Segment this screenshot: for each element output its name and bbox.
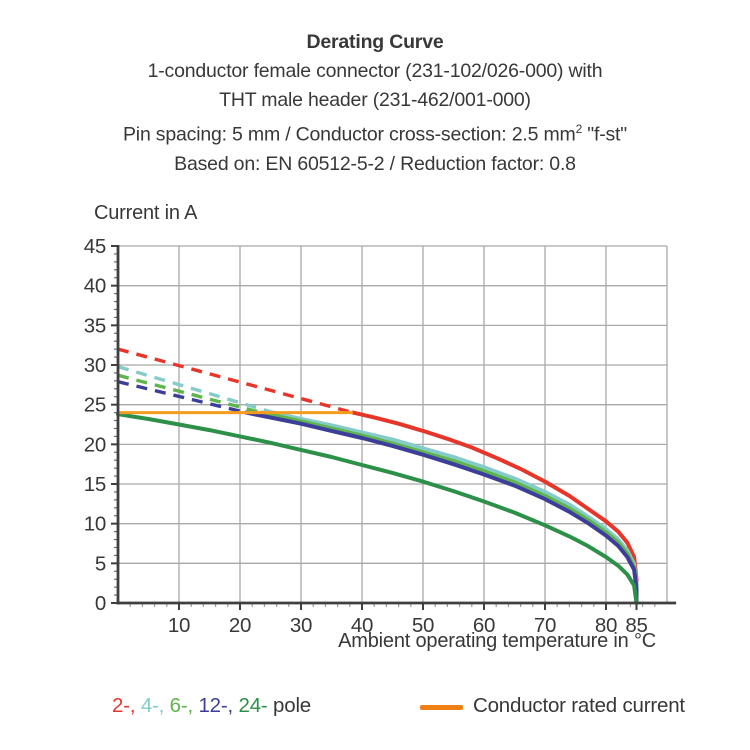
series-4-pole-dashed: [117, 364, 274, 415]
svg-text:30: 30: [290, 614, 312, 637]
series-6-pole-dashed: [117, 373, 262, 415]
legend-pole-suffix: pole: [267, 694, 312, 717]
svg-text:40: 40: [84, 275, 106, 298]
rated-current-line-swatch: [420, 704, 463, 710]
svg-text:20: 20: [229, 614, 251, 637]
chart-subtitle-connector: 1-conductor female connector (231-102/02…: [147, 60, 603, 82]
svg-text:70: 70: [534, 614, 556, 637]
chart-title-block: Derating Curve 1-conductor female connec…: [0, 28, 750, 179]
svg-text:50: 50: [412, 614, 434, 637]
svg-text:30: 30: [84, 354, 106, 377]
legend-pole-counts: 2-, 4-, 6-, 12-, 24- pole: [112, 694, 311, 718]
svg-text:85: 85: [625, 614, 647, 637]
svg-text:60: 60: [473, 614, 495, 637]
legend-rated-current: Conductor rated current: [420, 694, 685, 718]
legend-pole-6: 6-,: [169, 694, 199, 717]
svg-text:0: 0: [95, 592, 106, 615]
series-dashed-lines: [117, 347, 354, 415]
grid-lines: [118, 245, 668, 603]
series-2-pole-dashed: [117, 347, 354, 415]
legend-pole-4: 4-,: [140, 694, 170, 717]
svg-text:10: 10: [168, 614, 190, 637]
svg-text:5: 5: [95, 552, 106, 575]
svg-text:80: 80: [595, 614, 617, 637]
svg-text:35: 35: [84, 314, 106, 337]
svg-text:15: 15: [84, 473, 106, 496]
axes: [116, 245, 677, 605]
svg-text:25: 25: [84, 394, 106, 417]
tick-labels: 0 5 10 15 20 25 30 35 40 45 10 20 30 40 50 60 70 80 85: [84, 235, 648, 637]
legend-pole-24: 24-: [238, 694, 268, 717]
svg-text:45: 45: [84, 235, 106, 258]
svg-text:20: 20: [84, 433, 106, 456]
legend-pole-2: 2-,: [112, 694, 141, 717]
chart-subtitle-header: THT male header (231-462/001-000): [219, 89, 531, 111]
series-solid-curves: [116, 410, 639, 605]
series-2-pole-solid: [350, 410, 639, 605]
chart-title: Derating Curve: [306, 31, 444, 53]
derating-chart: 0 5 10 15 20 25 30 35 40 45 10 20 30 40 50 60 70 80 85: [84, 235, 677, 637]
superscript-2: 2: [575, 122, 583, 136]
svg-text:40: 40: [351, 614, 373, 637]
x-axis-title: Ambient operating temperature in °C: [338, 630, 656, 652]
chart-subtitle-standard: Based on: EN 60512-5-2 / Reduction facto…: [174, 152, 576, 175]
y-axis-title: Current in A: [94, 202, 198, 224]
legend-pole-items: 2-, 4-, 6-, 12-, 24-: [112, 694, 268, 717]
legend-pole-12: 12-,: [198, 694, 239, 717]
series-12-pole-solid: [244, 410, 639, 605]
series-24-pole-solid: [116, 412, 639, 605]
chart-subtitle-spec: Pin spacing: 5 mm / Conductor cross-sect…: [123, 122, 627, 146]
rated-current-label: Conductor rated current: [473, 694, 685, 717]
svg-text:10: 10: [84, 513, 106, 536]
series-12-pole-dashed: [117, 380, 247, 415]
